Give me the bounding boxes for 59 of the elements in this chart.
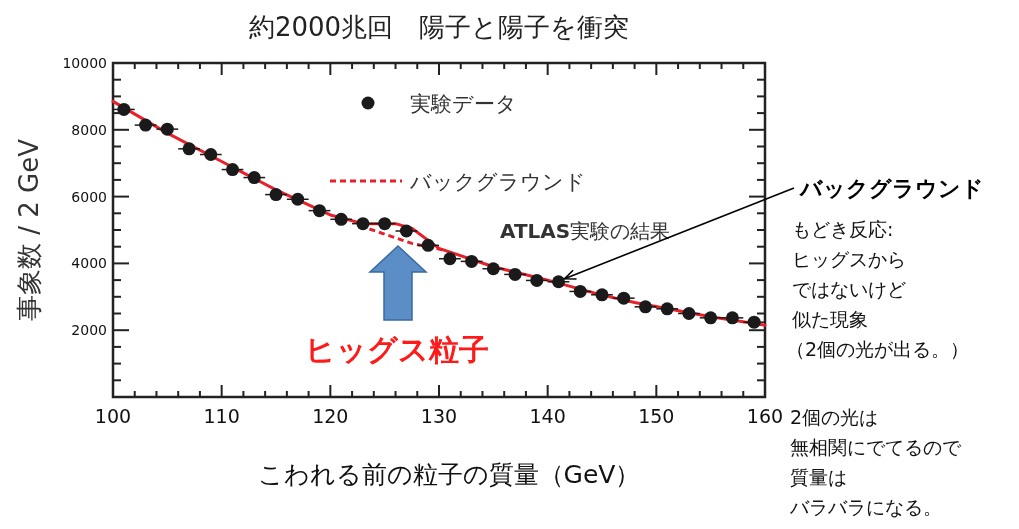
- point: [160, 122, 174, 136]
- point: [334, 212, 348, 226]
- point: [378, 217, 392, 231]
- point: [312, 204, 326, 218]
- x-tick-label: 130: [420, 405, 458, 427]
- x-tick-label: 100: [94, 405, 132, 427]
- point: [638, 300, 652, 314]
- annotation: ヒッグス粒子: [305, 332, 489, 367]
- point: [291, 192, 305, 206]
- point: [247, 171, 261, 185]
- point: [226, 163, 240, 177]
- y-tick-label: 10000: [62, 55, 107, 71]
- point: [421, 238, 435, 252]
- point: [399, 224, 413, 238]
- point: [443, 252, 457, 266]
- y-tick-label: 2000: [71, 322, 107, 339]
- chart-title: 約2000兆回 陽子と陽子を衝突: [248, 12, 630, 42]
- annotation: 似た現象: [792, 308, 868, 330]
- annotation: 2個の光は: [790, 406, 879, 428]
- y-tick-label: 6000: [71, 188, 107, 205]
- point: [573, 284, 587, 298]
- y-tick-label: 8000: [71, 121, 107, 138]
- point: [269, 188, 283, 202]
- x-tick-label: 110: [203, 405, 240, 427]
- annotation: ATLAS実験の結果: [500, 219, 671, 243]
- point: [486, 262, 500, 276]
- legend-label: バックグラウンド: [409, 170, 586, 194]
- point: [530, 273, 544, 287]
- annotation: （2個の光が出る。）: [786, 338, 970, 360]
- annotation: もどき反応:: [792, 218, 894, 240]
- annotation: ヒッグスから: [792, 248, 906, 270]
- annotation: 質量は: [790, 466, 847, 488]
- point: [682, 307, 696, 320]
- annotation: バックグラウンド: [800, 176, 984, 201]
- point: [617, 291, 631, 305]
- x-tick-label: 120: [312, 405, 349, 427]
- x-tick-label: 160: [746, 405, 784, 427]
- point: [660, 302, 674, 316]
- x-tick-label: 150: [638, 405, 675, 427]
- point: [465, 254, 479, 268]
- x-tick-label: 140: [529, 405, 566, 427]
- point: [139, 118, 153, 132]
- point: [595, 288, 609, 302]
- x-axis-title: こわれる前の粒子の質量（GeV）: [257, 460, 641, 489]
- annotation: バラバラになる。: [790, 496, 942, 518]
- point: [508, 267, 522, 281]
- point: [204, 148, 218, 162]
- point: [704, 311, 718, 325]
- point: [747, 315, 761, 329]
- point: [552, 275, 566, 289]
- y-axis-title: 事象数 / 2 GeV: [14, 138, 44, 322]
- point: [182, 142, 196, 156]
- annotation: 無相関にでてるので: [790, 436, 961, 458]
- legend-label: 実験データ: [410, 92, 517, 116]
- point: [725, 311, 739, 325]
- annotation: ではないけど: [792, 278, 906, 300]
- y-tick-label: 4000: [71, 255, 107, 272]
- point: [356, 217, 370, 231]
- point: [117, 102, 131, 116]
